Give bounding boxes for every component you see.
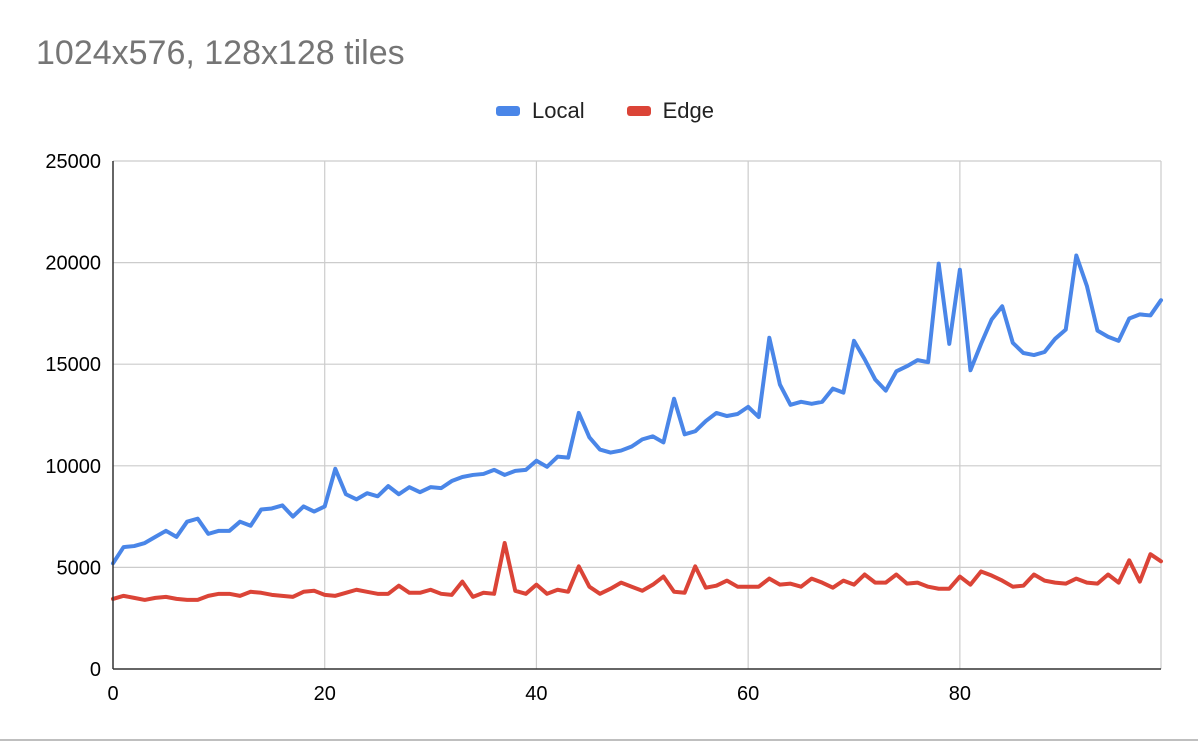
legend-item-local[interactable]: Local xyxy=(484,98,585,124)
y-tick-label-25000: 25000 xyxy=(45,151,101,173)
chart-title: 1024x576, 128x128 tiles xyxy=(36,34,405,72)
axes: 0 5000 10000 15000 20000 25000 0 20 40 60 80 xyxy=(45,151,1161,705)
legend: Local Edge xyxy=(0,98,1198,124)
y-tick-label-15000: 15000 xyxy=(45,354,101,376)
legend-swatch-local xyxy=(496,106,520,116)
y-tick-label-5000: 5000 xyxy=(57,557,102,579)
x-tick-label-80: 80 xyxy=(949,683,971,705)
legend-item-edge[interactable]: Edge xyxy=(615,98,714,124)
y-tick-label-0: 0 xyxy=(90,659,101,681)
legend-swatch-edge xyxy=(626,106,651,116)
bottom-divider xyxy=(0,739,1198,741)
series-line-local xyxy=(111,253,1163,566)
legend-label-local: Local xyxy=(532,98,585,123)
legend-label-edge: Edge xyxy=(662,98,714,123)
y-tick-label-10000: 10000 xyxy=(45,456,101,478)
x-tick-label-60: 60 xyxy=(737,683,759,705)
x-tick-label-20: 20 xyxy=(314,683,336,705)
series-lines xyxy=(111,253,1163,602)
x-tick-label-40: 40 xyxy=(525,683,547,705)
series-line-edge xyxy=(111,541,1163,602)
x-tick-label-0: 0 xyxy=(107,683,118,705)
y-tick-label-20000: 20000 xyxy=(45,253,101,275)
